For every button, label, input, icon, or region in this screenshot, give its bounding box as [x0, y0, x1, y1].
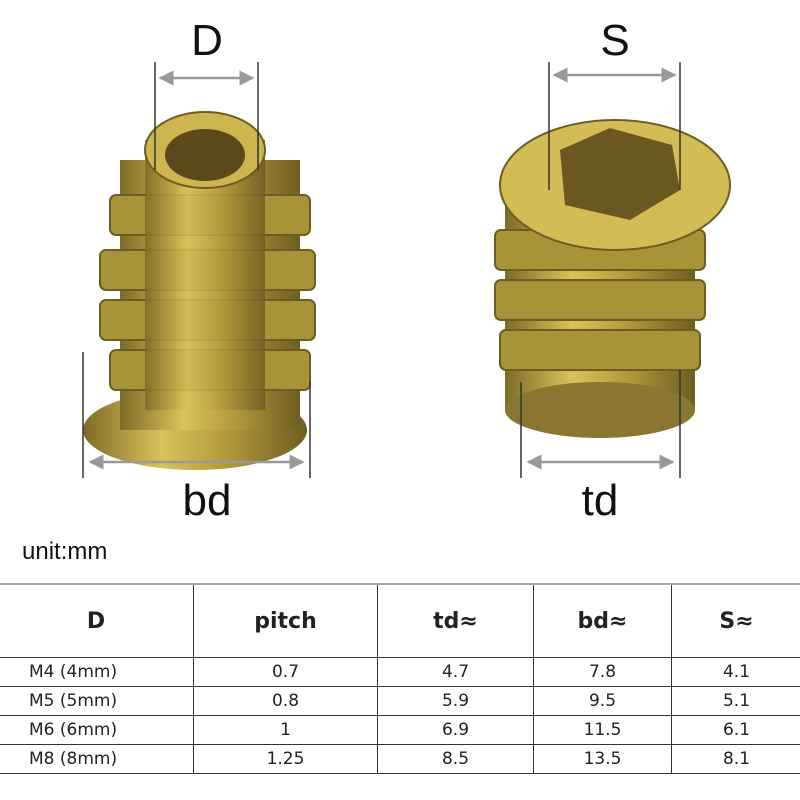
dimension-lines [82, 62, 681, 478]
cell-pitch: 0.8 [193, 686, 378, 716]
cell-d: M8 (8mm) [0, 744, 194, 774]
cell-bd: 11.5 [533, 715, 672, 745]
cell-pitch: 1 [193, 715, 378, 745]
header-pitch: pitch [193, 583, 378, 658]
cell-td: 6.9 [377, 715, 534, 745]
header-bd: bd≈ [533, 583, 672, 658]
cell-td: 4.7 [377, 657, 534, 687]
table-row: M8 (8mm) 1.25 8.5 13.5 8.1 [0, 744, 800, 774]
cell-s: 5.1 [671, 686, 800, 716]
header-td: td≈ [377, 583, 534, 658]
unit-label: unit:mm [22, 538, 108, 565]
label-D: D [191, 16, 223, 65]
spec-table: D pitch td≈ bd≈ S≈ M4 (4mm) 0.7 4.7 7.8 … [0, 583, 800, 774]
product-illustration [82, 62, 731, 478]
table-header-row: D pitch td≈ bd≈ S≈ [0, 583, 800, 658]
left-insert-image [83, 111, 316, 470]
cell-bd: 7.8 [533, 657, 672, 687]
table-row: M4 (4mm) 0.7 4.7 7.8 4.1 [0, 657, 800, 687]
cell-bd: 9.5 [533, 686, 672, 716]
cell-s: 4.1 [671, 657, 800, 687]
dimension-arrows [88, 67, 677, 470]
table-row: M6 (6mm) 1 6.9 11.5 6.1 [0, 715, 800, 745]
right-insert-image [494, 119, 731, 438]
cell-pitch: 0.7 [193, 657, 378, 687]
table-row: M5 (5mm) 0.8 5.9 9.5 5.1 [0, 686, 800, 716]
cell-td: 5.9 [377, 686, 534, 716]
cell-d: M4 (4mm) [0, 657, 194, 687]
label-bd: bd [182, 476, 232, 525]
cell-d: M5 (5mm) [0, 686, 194, 716]
cell-bd: 13.5 [533, 744, 672, 774]
cell-td: 8.5 [377, 744, 534, 774]
label-td: td [581, 476, 619, 525]
label-S: S [600, 16, 630, 65]
cell-d: M6 (6mm) [0, 715, 194, 745]
header-s: S≈ [671, 583, 800, 658]
cell-s: 8.1 [671, 744, 800, 774]
header-d: D [0, 583, 194, 658]
cell-pitch: 1.25 [193, 744, 378, 774]
cell-s: 6.1 [671, 715, 800, 745]
